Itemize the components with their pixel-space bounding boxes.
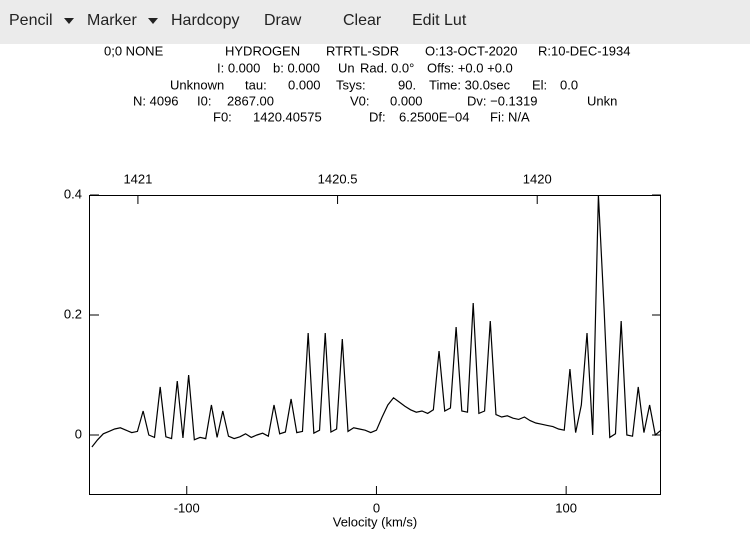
header-field: El:: [532, 77, 547, 92]
header-field: 0.0: [560, 77, 578, 92]
plot-frame: [89, 195, 661, 495]
y-tick-label: 0.4: [64, 186, 82, 201]
header-field: Rad. 0.0°: [360, 60, 414, 75]
dropdown-arrows: [64, 18, 158, 24]
header-field: Offs: +0.0 +0.0: [427, 60, 513, 75]
header-field: 1420.40575: [253, 109, 322, 124]
header-field: F0:: [213, 109, 232, 124]
header-field: b: 0.000: [273, 60, 320, 75]
header-field: 2867.00: [227, 93, 274, 108]
header-field: RTRTL-SDR: [326, 43, 399, 58]
menu-item[interactable]: Clear: [343, 12, 382, 29]
header-field: Time: 30.0sec: [429, 77, 511, 92]
header-field: I0:: [197, 93, 211, 108]
y-tick-label: 0.2: [64, 306, 82, 321]
header-field: Fi: N/A: [490, 109, 530, 124]
header-field: 90.: [398, 77, 416, 92]
header-field: 0.000: [390, 93, 423, 108]
header-field: O:13-OCT-2020: [425, 43, 518, 58]
menu-item[interactable]: Hardcopy: [171, 12, 240, 29]
x-tick-label: 0: [373, 500, 380, 515]
header-field: N: 4096: [133, 93, 179, 108]
x2-tick-label: 1420: [523, 171, 552, 186]
header-field: I: 0.000: [217, 60, 260, 75]
y-tick-label: 0: [75, 426, 82, 441]
menu-item[interactable]: Edit Lut: [412, 12, 467, 29]
x-tick-label: -100: [174, 500, 200, 515]
header-field: Df:: [369, 109, 386, 124]
menu-item[interactable]: Marker: [87, 12, 137, 29]
x2-tick-label: 1420.5: [318, 171, 358, 186]
menu-item[interactable]: Draw: [264, 12, 302, 29]
header-field: 0.000: [288, 77, 321, 92]
header-field: Unkn: [587, 93, 617, 108]
spectrum-line: [91, 194, 662, 448]
x2-tick-label: 1421: [123, 171, 152, 186]
header-field: V0:: [350, 93, 370, 108]
header-field: Un: [338, 60, 355, 75]
header-field: 6.2500E−04: [399, 109, 469, 124]
header-field: tau:: [245, 77, 267, 92]
menu-bar: Pencil Marker Hardcopy Draw Clear Edit Lut: [0, 0, 750, 44]
header-field: HYDROGEN: [225, 43, 300, 58]
x-tick-label: 100: [555, 500, 577, 515]
header-field: Tsys:: [336, 77, 366, 92]
header-field: R:10-DEC-1934: [538, 43, 631, 58]
menu-item[interactable]: Pencil: [9, 12, 53, 29]
x-axis-label: Velocity (km/s): [333, 514, 418, 529]
header-field: 0;0 NONE: [104, 43, 164, 58]
header-field: Dv: −0.1319: [467, 93, 537, 108]
header-field: Unknown: [170, 77, 224, 92]
